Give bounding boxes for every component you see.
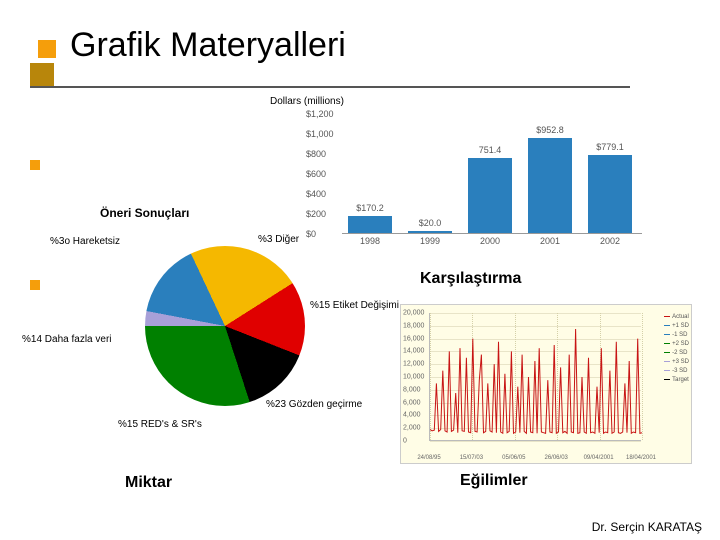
pie-title: Öneri Sonuçları xyxy=(100,206,189,220)
bar-caption: Karşılaştırma xyxy=(420,270,521,288)
pie-slice-label: %3 Diğer xyxy=(258,234,299,245)
bar xyxy=(588,155,632,233)
bar-ylabel: Dollars (millions) xyxy=(270,96,344,107)
pie-caption: Miktar xyxy=(125,474,172,492)
pie-disc xyxy=(145,246,305,406)
bar xyxy=(468,158,512,233)
pie-slice-label: %15 Etiket Değişimi xyxy=(310,300,399,311)
pie-slice-label: %23 Gözden geçirme xyxy=(266,399,362,410)
pie-slice-label: %3o Hareketsiz xyxy=(50,236,120,247)
line-chart: 20,00018,00016,00014,00012,00010,0008,00… xyxy=(400,304,692,464)
footer-text: Dr. Serçin KARATAŞ xyxy=(592,520,702,534)
line-legend: Actual+1 SD-1 SD+2 SD-2 SD+3 SD-3 SDTarg… xyxy=(664,313,689,385)
bar xyxy=(528,138,572,233)
bar xyxy=(408,231,452,233)
title-underline xyxy=(30,86,630,88)
side-bullet-icon xyxy=(30,160,40,170)
bar-plot: $170.2$20.0751.4$952.8$779.1 xyxy=(342,114,642,234)
pie-slice-label: %15 RED's & SR's xyxy=(118,419,202,430)
pie-chart: Öneri Sonuçları %3 Diğer%15 Etiket Değiş… xyxy=(60,206,370,446)
pie-slice-label: %14 Daha fazla veri xyxy=(22,334,112,345)
bar-baseline xyxy=(342,233,642,234)
line-caption: Eğilimler xyxy=(460,472,528,490)
line-plot xyxy=(429,313,641,441)
title-bullet-icon xyxy=(38,40,56,58)
slide: Grafik Materyalleri Dollars (millions) $… xyxy=(0,0,720,540)
accent-box-icon xyxy=(30,63,54,87)
page-title: Grafik Materyalleri xyxy=(70,26,346,65)
side-bullet-icon xyxy=(30,280,40,290)
